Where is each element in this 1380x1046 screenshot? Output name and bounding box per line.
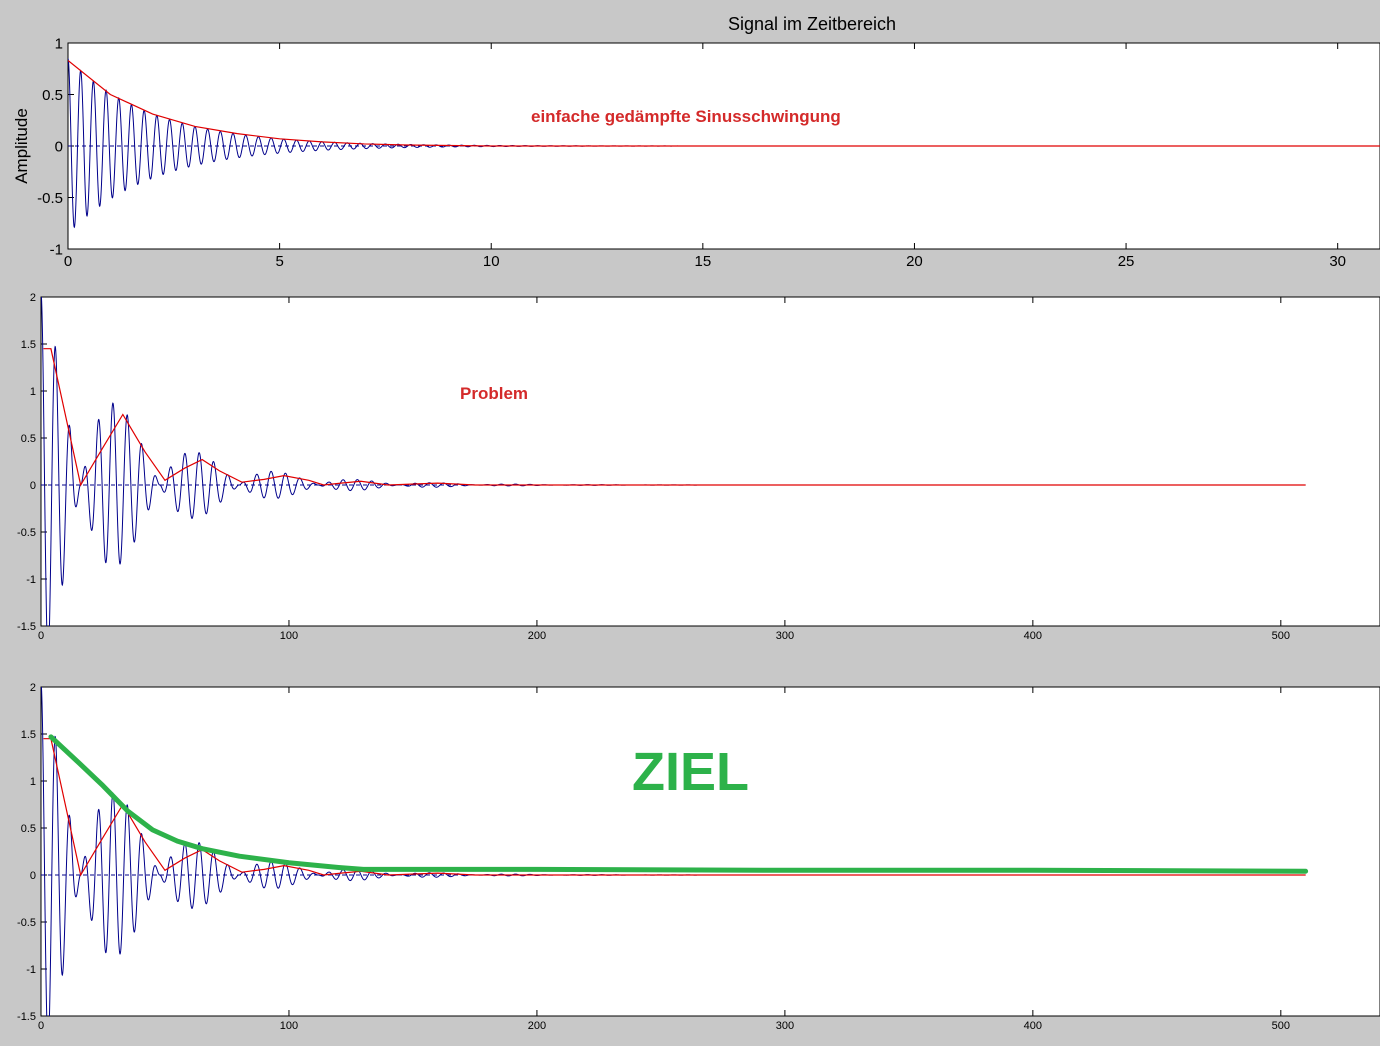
x-tick-label: 300	[776, 630, 794, 642]
plot-lines	[41, 297, 1306, 626]
x-tick-label: 30	[1329, 253, 1346, 270]
x-tick-label: 25	[1118, 253, 1135, 270]
clipped-plot	[41, 687, 1309, 1016]
x-tick-label: 200	[528, 630, 546, 642]
plot-lines	[41, 687, 1309, 1016]
y-tick-label: -1.5	[17, 1011, 36, 1023]
plot-lines	[68, 58, 1380, 229]
chart-title: Signal im Zeitbereich	[728, 14, 896, 34]
y-tick-label: -0.5	[17, 917, 36, 929]
axes-top: 0 5 10 15 20 25 30 -1 -0.5 0 0.5 1 Amplitude einfac…	[12, 35, 1380, 270]
annotation-label: Problem	[460, 384, 528, 403]
plot-area	[40, 296, 1380, 627]
x-tick-label: 0	[38, 1020, 44, 1032]
y-tick-label: 2	[30, 292, 36, 304]
x-tick-label: 100	[280, 630, 298, 642]
y-tick-label: -0.5	[37, 190, 63, 207]
x-tick-label: 400	[1024, 1020, 1042, 1032]
x-tick-label: 5	[275, 253, 283, 270]
x-tick-label: 10	[483, 253, 500, 270]
y-tick-label: 0	[30, 480, 36, 492]
envelope-line	[68, 60, 1380, 147]
annotation-label: einfache gedämpfte Sinusschwingung	[531, 107, 841, 126]
tick-group: 0 5 10 15 20 25 30 -1 -0.5 0 0.5 1	[37, 35, 1346, 270]
clipped-plot	[41, 297, 1306, 626]
y-tick-label: 0	[55, 138, 63, 155]
x-tick-label: 500	[1272, 630, 1290, 642]
x-tick-label: 0	[38, 630, 44, 642]
annotation-label: ZIEL	[632, 742, 749, 802]
x-tick-label: 500	[1272, 1020, 1290, 1032]
y-tick-label: 1	[30, 386, 36, 398]
axes-bottom: 0 100 200 300 400 500 -1.5 -1 -0.5 0 0.5 1 1.5 2 ZIEL	[17, 682, 1380, 1032]
x-tick-label: 400	[1024, 630, 1042, 642]
tick-group: 0 100 200 300 400 500 -1.5 -1 -0.5 0 0.5 1 1.5 2	[17, 292, 1290, 642]
y-tick-label: 1	[55, 35, 63, 52]
y-tick-label: 1.5	[21, 339, 36, 351]
x-tick-label: 200	[528, 1020, 546, 1032]
y-tick-label: 0	[30, 870, 36, 882]
y-tick-label: 0.5	[21, 823, 36, 835]
envelope-line	[43, 348, 1306, 487]
x-tick-label: 300	[776, 1020, 794, 1032]
y-tick-label: -1	[26, 574, 36, 586]
x-tick-label: 20	[906, 253, 923, 270]
x-tick-label: 0	[64, 253, 72, 270]
clipped-plot	[68, 58, 1380, 229]
y-tick-label: -1	[26, 964, 36, 976]
goal-curve-line	[48, 734, 1309, 874]
y-tick-label: 2	[30, 682, 36, 694]
y-tick-label: -1	[50, 241, 63, 258]
tick-group: 0 100 200 300 400 500 -1.5 -1 -0.5 0 0.5 1 1.5 2	[17, 682, 1290, 1032]
y-tick-label: 0.5	[21, 433, 36, 445]
y-tick-label: -0.5	[17, 527, 36, 539]
x-tick-label: 15	[694, 253, 711, 270]
y-tick-label: 0.5	[42, 87, 63, 104]
x-tick-label: 100	[280, 1020, 298, 1032]
y-tick-label: 1.5	[21, 729, 36, 741]
y-tick-label: -1.5	[17, 621, 36, 633]
axes-middle: 0 100 200 300 400 500 -1.5 -1 -0.5 0 0.5 1 1.5 2 Prob…	[17, 292, 1380, 642]
y-axis-label: Amplitude	[12, 108, 31, 184]
y-tick-label: 1	[30, 776, 36, 788]
plot-area	[40, 686, 1380, 1017]
envelope-line	[43, 738, 1306, 877]
